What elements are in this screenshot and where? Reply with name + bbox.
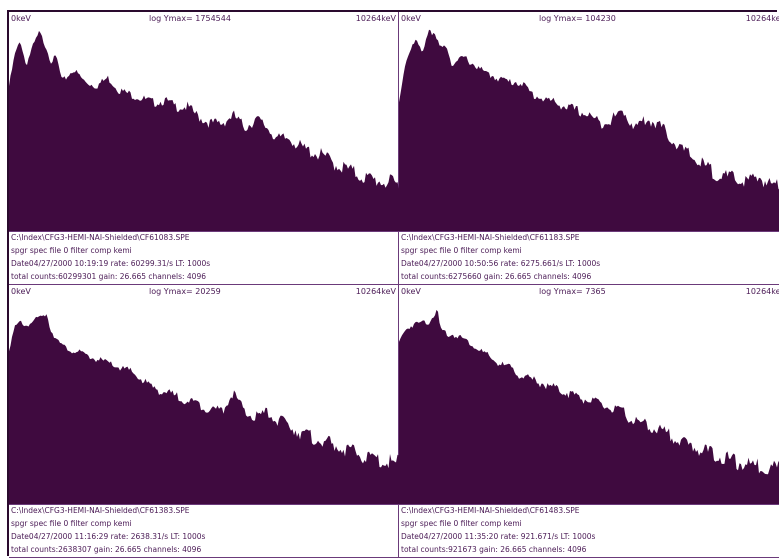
file-path: C:\Index\CFG3-HEMI-NAI-Shielded\CF61483.… (401, 506, 580, 515)
x-max-label: 10264keV (355, 14, 396, 23)
spectrum-info: C:\Index\CFG3-HEMI-NAI-Shielded\CF61083.… (11, 231, 398, 283)
ymax-label: log Ymax= 20259 (149, 287, 221, 296)
spectrum-plot (9, 30, 399, 231)
spectrum-panel: 0keV log Ymax= 104230 10264keV C:\Index\… (399, 12, 779, 285)
x-min-label: 0keV (11, 287, 31, 296)
spec-desc: spgr spec file 0 filter comp kemi (401, 519, 522, 528)
total-counts: total counts:2638307 gain: 26.665 channe… (11, 545, 202, 554)
total-counts: total counts:60299301 gain: 26.665 chann… (11, 272, 206, 281)
file-path: C:\Index\CFG3-HEMI-NAI-Shielded\CF61183.… (401, 233, 580, 242)
file-path: C:\Index\CFG3-HEMI-NAI-Shielded\CF61383.… (11, 506, 190, 515)
x-max-label: 10264keV (355, 287, 396, 296)
spec-desc: spgr spec file 0 filter comp kemi (11, 246, 132, 255)
x-max-label: 10264keV (745, 14, 779, 23)
spectrum-info: C:\Index\CFG3-HEMI-NAI-Shielded\CF61483.… (401, 504, 779, 556)
x-min-label: 0keV (401, 287, 421, 296)
ymax-label: log Ymax= 7365 (539, 287, 606, 296)
spectrum-plot (399, 29, 779, 231)
spec-desc: spgr spec file 0 filter comp kemi (11, 519, 132, 528)
spectrum-area (399, 29, 779, 231)
spectrum-plot (9, 314, 399, 504)
spectrum-panel: 0keV log Ymax= 20259 10264keV C:\Index\C… (9, 285, 399, 558)
spectrum-panel: 0keV log Ymax= 7365 10264keV C:\Index\CF… (399, 285, 779, 558)
spec-desc: spgr spec file 0 filter comp kemi (401, 246, 522, 255)
ymax-label: log Ymax= 104230 (539, 14, 616, 23)
date-rate: Date04/27/2000 11:35:20 rate: 921.671/s … (401, 532, 596, 541)
date-rate: Date04/27/2000 10:19:19 rate: 60299.31/s… (11, 259, 211, 268)
date-rate: Date04/27/2000 11:16:29 rate: 2638.31/s … (11, 532, 206, 541)
spectrum-area (9, 30, 399, 231)
ymax-label: log Ymax= 1754544 (149, 14, 231, 23)
x-max-label: 10264keV (745, 287, 779, 296)
x-min-label: 0keV (401, 14, 421, 23)
spectrum-info: C:\Index\CFG3-HEMI-NAI-Shielded\CF61183.… (401, 231, 779, 283)
date-rate: Date04/27/2000 10:50:56 rate: 6275.661/s… (401, 259, 601, 268)
spectrum-info: C:\Index\CFG3-HEMI-NAI-Shielded\CF61383.… (11, 504, 398, 556)
spectrum-area (399, 309, 779, 504)
total-counts: total counts:921673 gain: 26.665 channel… (401, 545, 587, 554)
spectrum-area (9, 314, 399, 504)
file-path: C:\Index\CFG3-HEMI-NAI-Shielded\CF61083.… (11, 233, 190, 242)
spectra-grid: 0keV log Ymax= 1754544 10264keV C:\Index… (7, 10, 779, 558)
total-counts: total counts:6275660 gain: 26.665 channe… (401, 272, 592, 281)
spectrum-plot (399, 309, 779, 504)
x-min-label: 0keV (11, 14, 31, 23)
spectrum-panel: 0keV log Ymax= 1754544 10264keV C:\Index… (9, 12, 399, 285)
